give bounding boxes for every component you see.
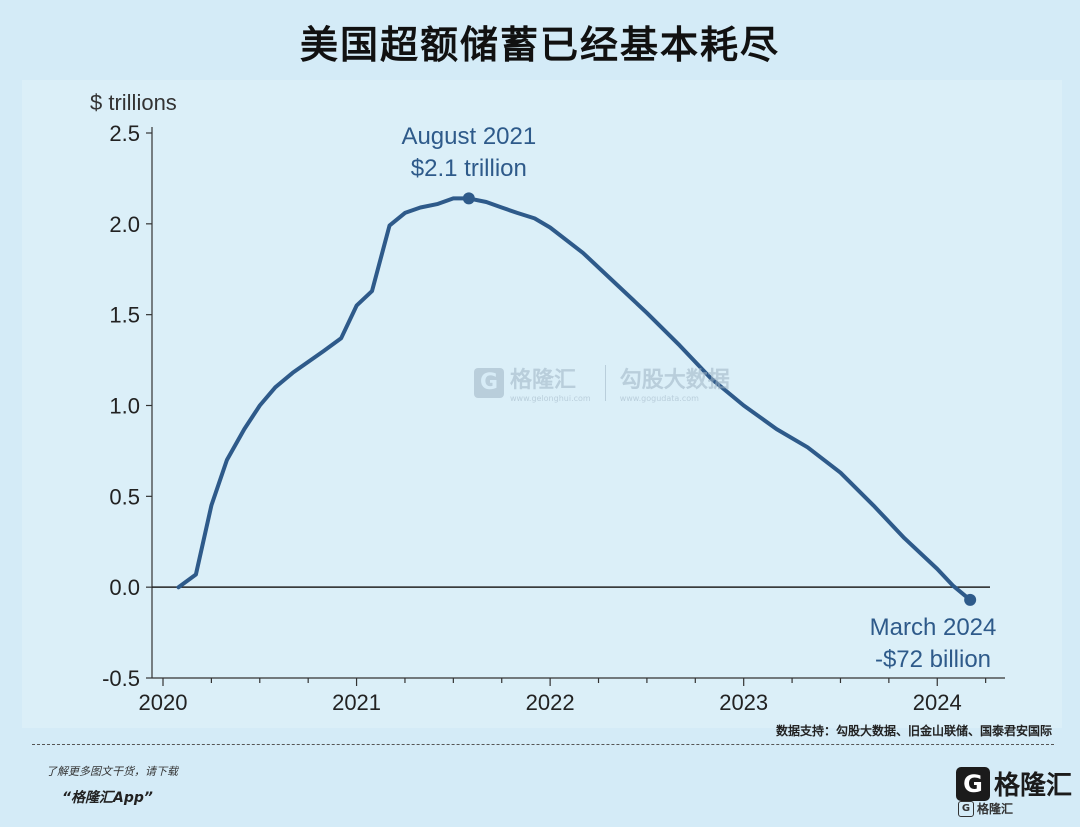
x-tick-label: 2022 [526,690,575,715]
y-tick-label: 1.0 [109,394,140,419]
watermark-separator [604,364,606,401]
brand-sub-name: 格隆汇 [977,802,1014,816]
mini-logo-icon: G [958,800,974,817]
excess-savings-series-line [176,196,973,602]
latest-annotation-value: -$72 billion [875,646,991,673]
peak-annotation-date: August 2021 [401,123,536,150]
y-tick-label: 0.5 [109,484,140,509]
brand-block: G 格隆汇 [956,765,1072,802]
y-tick-label: 2.5 [109,121,140,146]
y-tick-label: 0.0 [109,575,140,600]
watermark-url-2: www.gogudata.com [619,394,699,403]
gelonghui-watermark-logo-icon: G [474,367,504,398]
peak-point-marker [462,192,475,205]
latest-annotation-date: March 2024 [870,614,997,641]
watermark-name: 格隆汇 [510,368,577,393]
watermark-url: www.gelonghui.com [510,394,591,403]
footer-divider [32,744,1054,745]
latest-point-marker [964,593,977,606]
x-tick-label: 2023 [719,690,768,715]
gelonghui-logo-icon: G [956,766,990,801]
x-tick-label: 2020 [139,690,188,715]
brand-name: 格隆汇 [994,771,1073,801]
x-tick-label: 2021 [332,690,381,715]
y-axis-label: $ trillions [90,90,177,115]
data-source-note: 数据支持：勾股大数据、旧金山联储、国泰君安国际 [775,724,1052,738]
footer-app-name: “格隆汇App” [62,790,153,806]
watermark: G 格隆汇 www.gelonghui.com 勾股大数据 www.goguda… [474,362,730,403]
y-tick-label: -0.5 [102,666,140,691]
brand-subline: G 格隆汇 [958,800,1013,817]
peak-annotation-value: $2.1 trillion [411,155,527,182]
plot-background [22,80,1062,728]
footer-download-hint: 了解更多图文干货，请下载 [46,765,178,778]
watermark-name-2: 勾股大数据 [619,368,730,393]
y-tick-label: 1.5 [109,303,140,328]
y-tick-label: 2.0 [109,212,140,237]
x-tick-label: 2024 [913,690,962,715]
page-title: 美国超额储蓄已经基本耗尽 [299,23,780,67]
